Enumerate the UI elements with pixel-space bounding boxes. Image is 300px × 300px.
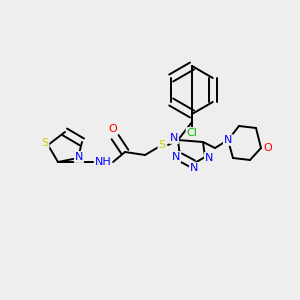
Text: N: N	[224, 135, 232, 145]
Text: S: S	[41, 138, 49, 148]
Text: NH: NH	[94, 157, 111, 167]
Text: Cl: Cl	[187, 128, 197, 138]
Text: S: S	[158, 140, 166, 150]
Text: N: N	[190, 163, 198, 173]
Text: N: N	[170, 133, 178, 143]
Text: N: N	[205, 153, 213, 163]
Text: O: O	[109, 124, 117, 134]
Text: O: O	[264, 143, 272, 153]
Text: N: N	[75, 152, 83, 162]
Text: N: N	[172, 152, 180, 162]
